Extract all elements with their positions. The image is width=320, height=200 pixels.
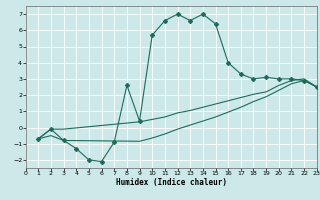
X-axis label: Humidex (Indice chaleur): Humidex (Indice chaleur): [116, 178, 227, 187]
